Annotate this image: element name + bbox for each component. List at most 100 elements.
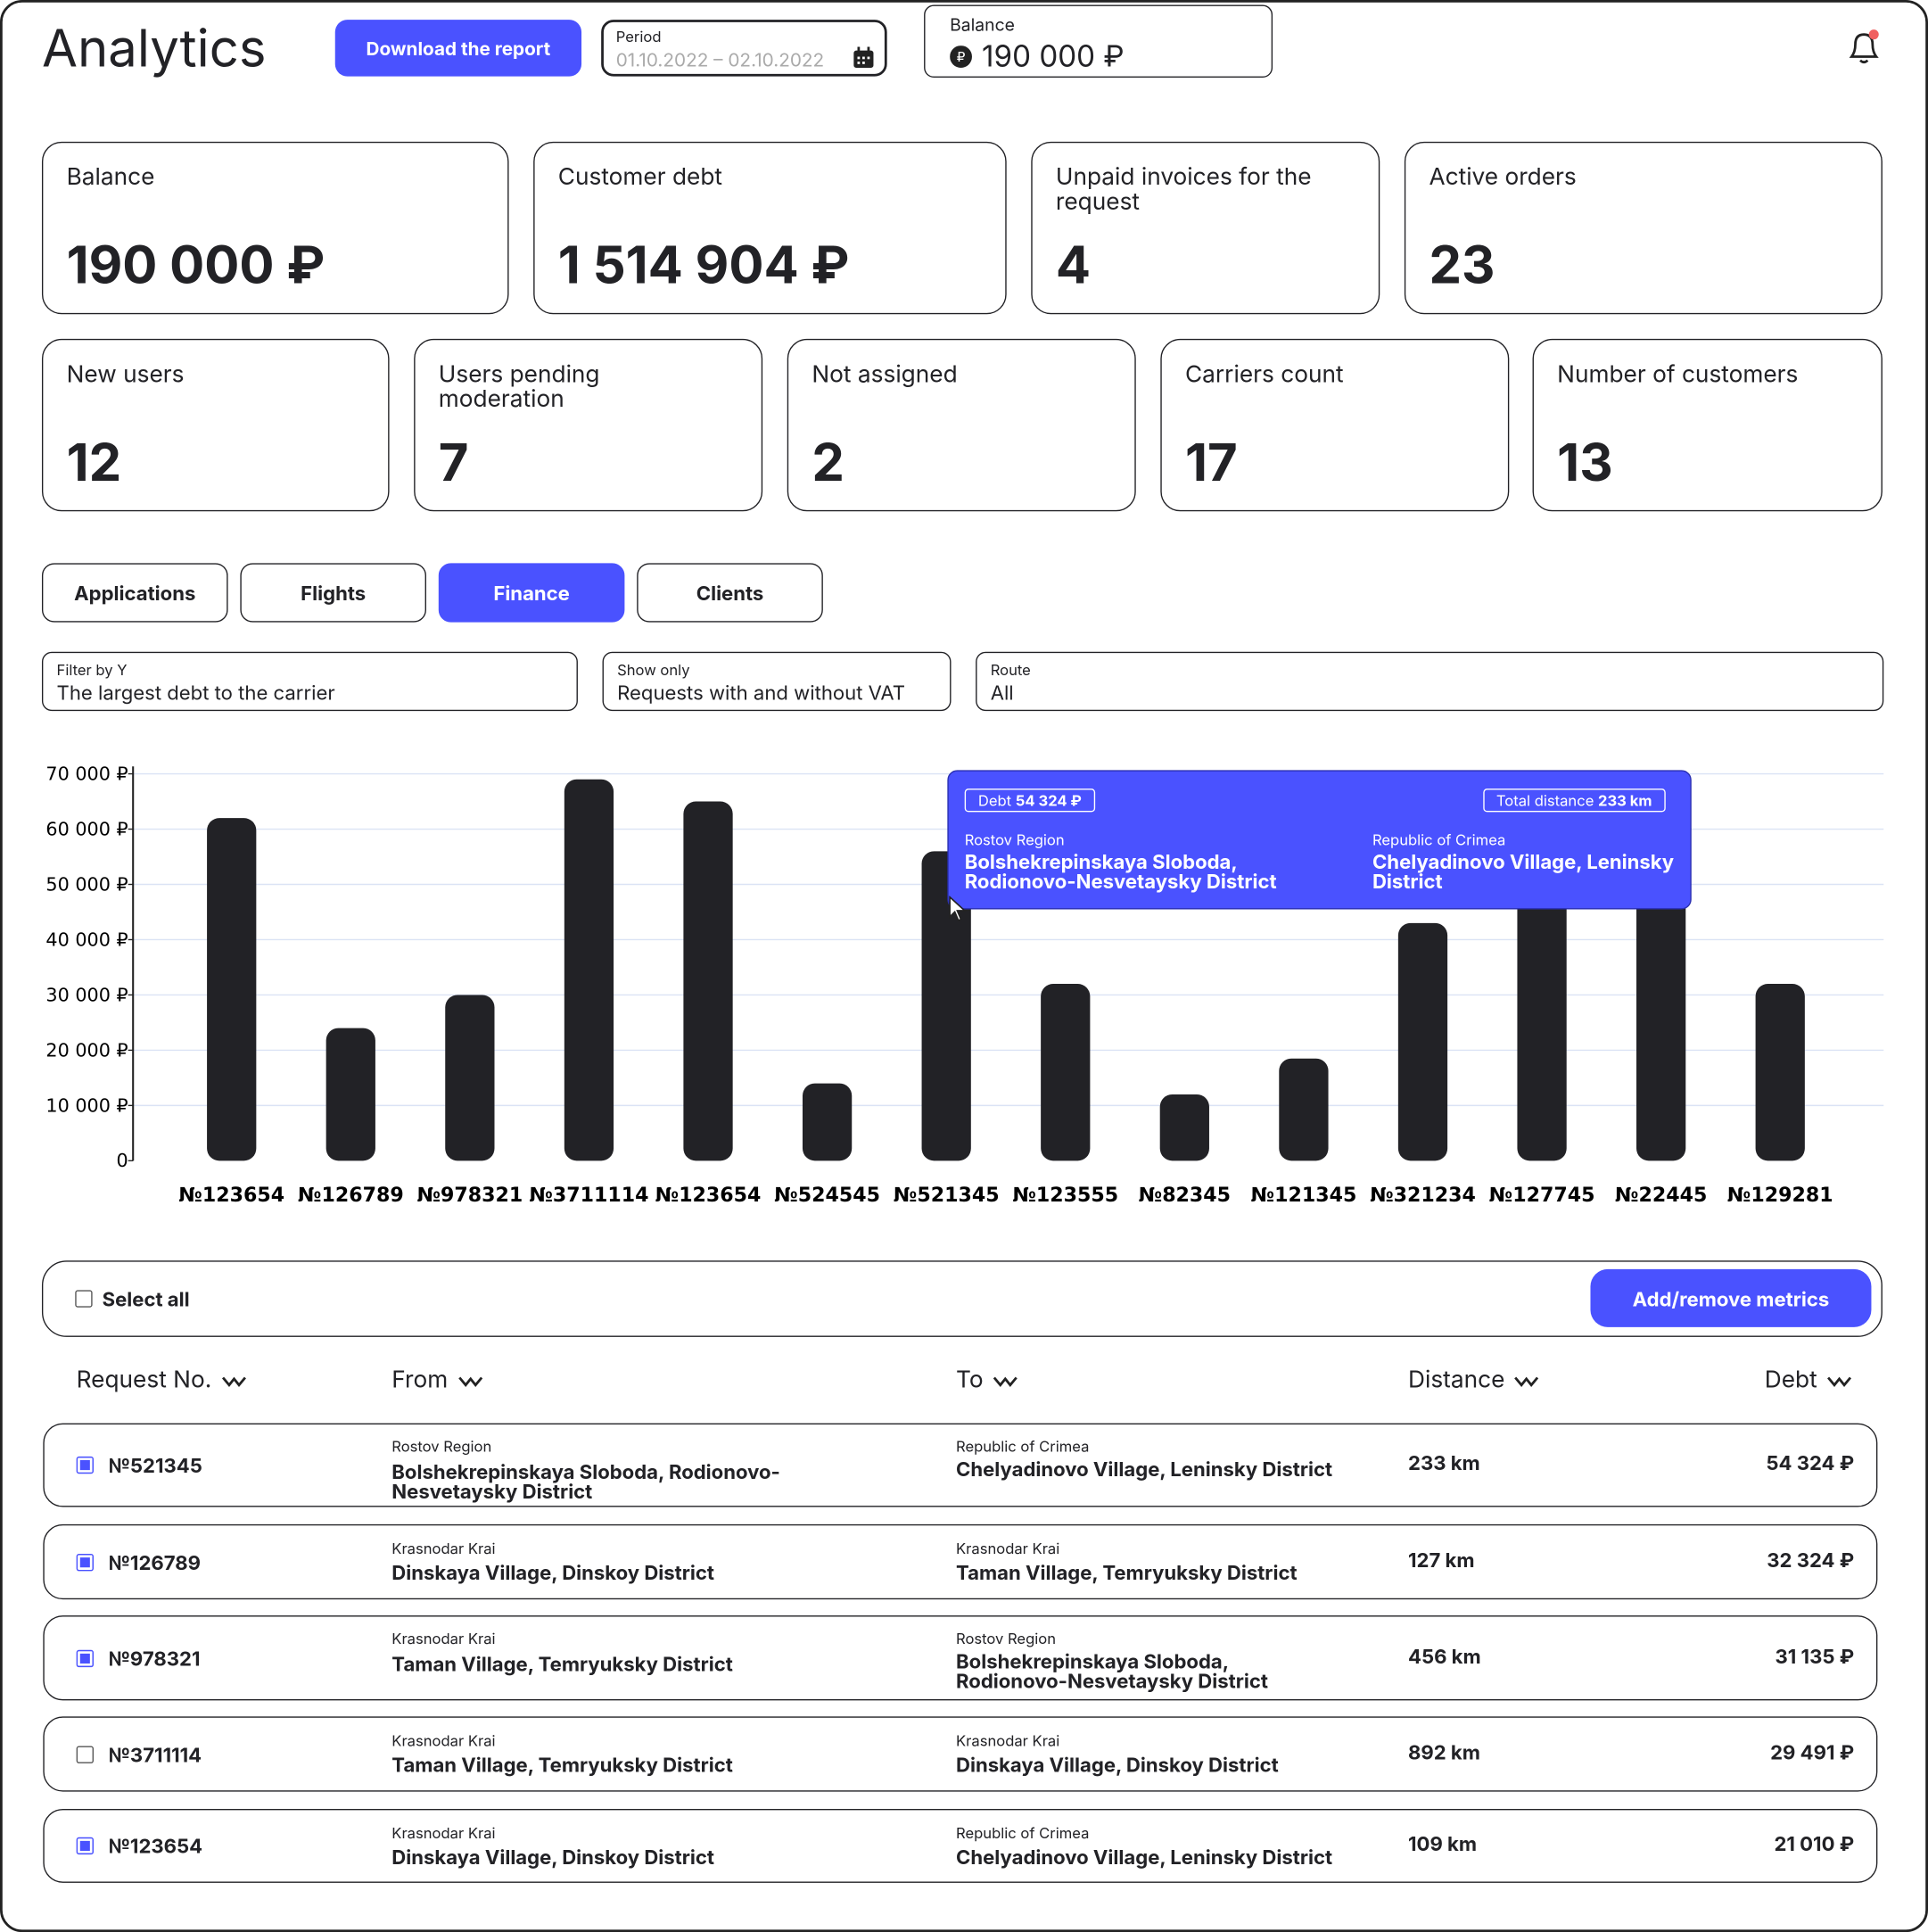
filter-value: Requests with and without VAT: [617, 680, 906, 706]
from-region: Krasnodar Krai: [391, 1539, 496, 1558]
tab[interactable]: Flights: [240, 563, 426, 623]
bar: [921, 851, 971, 1161]
period-field[interactable]: Period 01.10.2022 – 02.10.2022: [601, 20, 887, 77]
request-no: №521345: [108, 1452, 202, 1478]
x-tick-label: №126789: [298, 1184, 404, 1207]
card-value: 2: [812, 431, 845, 494]
table-row: №521345 Rostov Region Bolshekrepinskaya Sl…: [43, 1423, 1878, 1507]
tab[interactable]: Finance: [438, 563, 625, 623]
column-header[interactable]: Request No.: [76, 1365, 246, 1394]
bar: [564, 779, 614, 1161]
card-label: Active orders: [1429, 162, 1577, 192]
row-checkbox[interactable]: [76, 1745, 94, 1763]
distance: 127 km: [1408, 1547, 1475, 1573]
column-title: Distance: [1408, 1365, 1505, 1394]
debt: 32 324 ₽: [1767, 1547, 1855, 1573]
column-header[interactable]: To: [956, 1366, 1018, 1393]
column-header[interactable]: Debt: [1765, 1366, 1852, 1393]
request-no: №126789: [108, 1549, 202, 1574]
row-checkbox[interactable]: [76, 1837, 94, 1855]
debt: 29 491 ₽: [1770, 1738, 1855, 1764]
distance-label: Total distance: [1495, 790, 1594, 810]
metric-card: Number of customers 13: [1532, 338, 1883, 512]
y-tick-label: 0: [116, 1150, 128, 1171]
x-tick-label: №3711114: [529, 1184, 648, 1207]
distance-value: 233 km: [1598, 790, 1652, 810]
select-all-label: Select all: [102, 1286, 190, 1311]
to-region: Krasnodar Krai: [956, 1730, 1060, 1750]
row-checkbox[interactable]: [76, 1553, 94, 1571]
column-header[interactable]: Distance: [1408, 1365, 1539, 1394]
card-label: Customer debt: [557, 162, 723, 192]
row-checkbox[interactable]: [76, 1456, 94, 1474]
x-tick-label: №123555: [1012, 1184, 1118, 1207]
debt-label: Debt: [977, 790, 1012, 810]
ruble-icon: ₽: [950, 45, 972, 68]
select-all-checkbox[interactable]: [75, 1290, 93, 1308]
tab[interactable]: Applications: [41, 563, 228, 623]
tab[interactable]: Clients: [637, 563, 823, 623]
metric-card: Balance 190 000 ₽: [41, 141, 509, 315]
card-label: Unpaid invoices for the request: [1055, 162, 1312, 216]
from-region: Krasnodar Krai: [391, 1629, 496, 1648]
metric-card: Unpaid invoices for the request 4: [1031, 141, 1380, 315]
period-label: Period: [615, 27, 662, 46]
download-button[interactable]: Download the report: [334, 20, 582, 77]
y-tick-label: 70 000 ₽: [45, 763, 128, 784]
metric-card: New users 12: [41, 338, 390, 512]
request-no: №978321: [108, 1645, 201, 1671]
x-tick-label: №121345: [1251, 1184, 1357, 1207]
bar: [1041, 984, 1091, 1161]
to-region: Rostov Region: [956, 1629, 1057, 1648]
card-label: Balance: [66, 162, 155, 192]
column-title: Request No.: [76, 1365, 212, 1394]
svg-text:₽: ₽: [957, 49, 966, 65]
filter-field[interactable]: Filter by Y The largest debt to the carri…: [41, 651, 578, 712]
from-place: Dinskaya Village, Dinskoy District: [391, 1559, 715, 1585]
metrics-button[interactable]: Add/remove metrics: [1590, 1268, 1872, 1327]
bar: [1279, 1058, 1329, 1161]
card-label: Carriers count: [1184, 359, 1344, 389]
filter-field[interactable]: Show only Requests with and without VAT: [602, 651, 952, 712]
from-region: Krasnodar Krai: [391, 1730, 496, 1750]
request-no: №123654: [108, 1833, 203, 1859]
to-place: Chelyadinovo Village, Leninsky District: [956, 1845, 1333, 1870]
from-place: Bolshekrepinskaya Sloboda, Rodionovo-Nes…: [964, 848, 1277, 894]
notification-bell[interactable]: [1845, 27, 1882, 66]
bar: [325, 1028, 375, 1161]
card-value: 13: [1557, 431, 1613, 494]
balance-field: Balance ₽ 190 000 ₽: [924, 4, 1273, 78]
y-tick-label: 50 000 ₽: [45, 873, 128, 895]
card-value: 23: [1429, 234, 1495, 297]
sort-icon: [457, 1376, 482, 1387]
x-tick-label: №82345: [1139, 1184, 1231, 1207]
sort-icon: [221, 1376, 246, 1387]
table-row: №3711114 Krasnodar Krai Taman Village, Tem…: [43, 1716, 1878, 1792]
card-value: 1 514 904 ₽: [557, 234, 850, 297]
debt: 54 324 ₽: [1766, 1449, 1855, 1475]
calendar-icon: [853, 46, 874, 68]
to-region: Republic of Crimea: [956, 1436, 1090, 1456]
column-header[interactable]: From: [391, 1366, 482, 1393]
to-place: Chelyadinovo Village, Leninsky District: [956, 1456, 1333, 1482]
filter-label: Filter by Y: [56, 660, 128, 680]
x-tick-label: №127745: [1489, 1184, 1595, 1207]
from-region: Krasnodar Krai: [391, 1823, 496, 1843]
x-tick-label: №123654: [655, 1184, 762, 1207]
sort-icon: [993, 1376, 1018, 1387]
row-checkbox[interactable]: [76, 1649, 94, 1667]
x-tick-label: №521345: [894, 1184, 1000, 1207]
filter-label: Route: [990, 660, 1031, 680]
filter-value: All: [990, 680, 1014, 706]
bar: [445, 995, 495, 1161]
table-row: №978321 Krasnodar Krai Taman Village, Temr…: [43, 1615, 1878, 1701]
filter-field[interactable]: Route All: [976, 651, 1884, 712]
bar: [683, 801, 733, 1161]
x-tick-label: №524545: [774, 1184, 880, 1207]
x-tick-label: №129281: [1727, 1184, 1833, 1207]
bar: [1755, 984, 1805, 1161]
to-place: Dinskaya Village, Dinskoy District: [956, 1752, 1279, 1778]
distance: 109 km: [1408, 1830, 1478, 1856]
sort-icon: [1827, 1376, 1852, 1387]
